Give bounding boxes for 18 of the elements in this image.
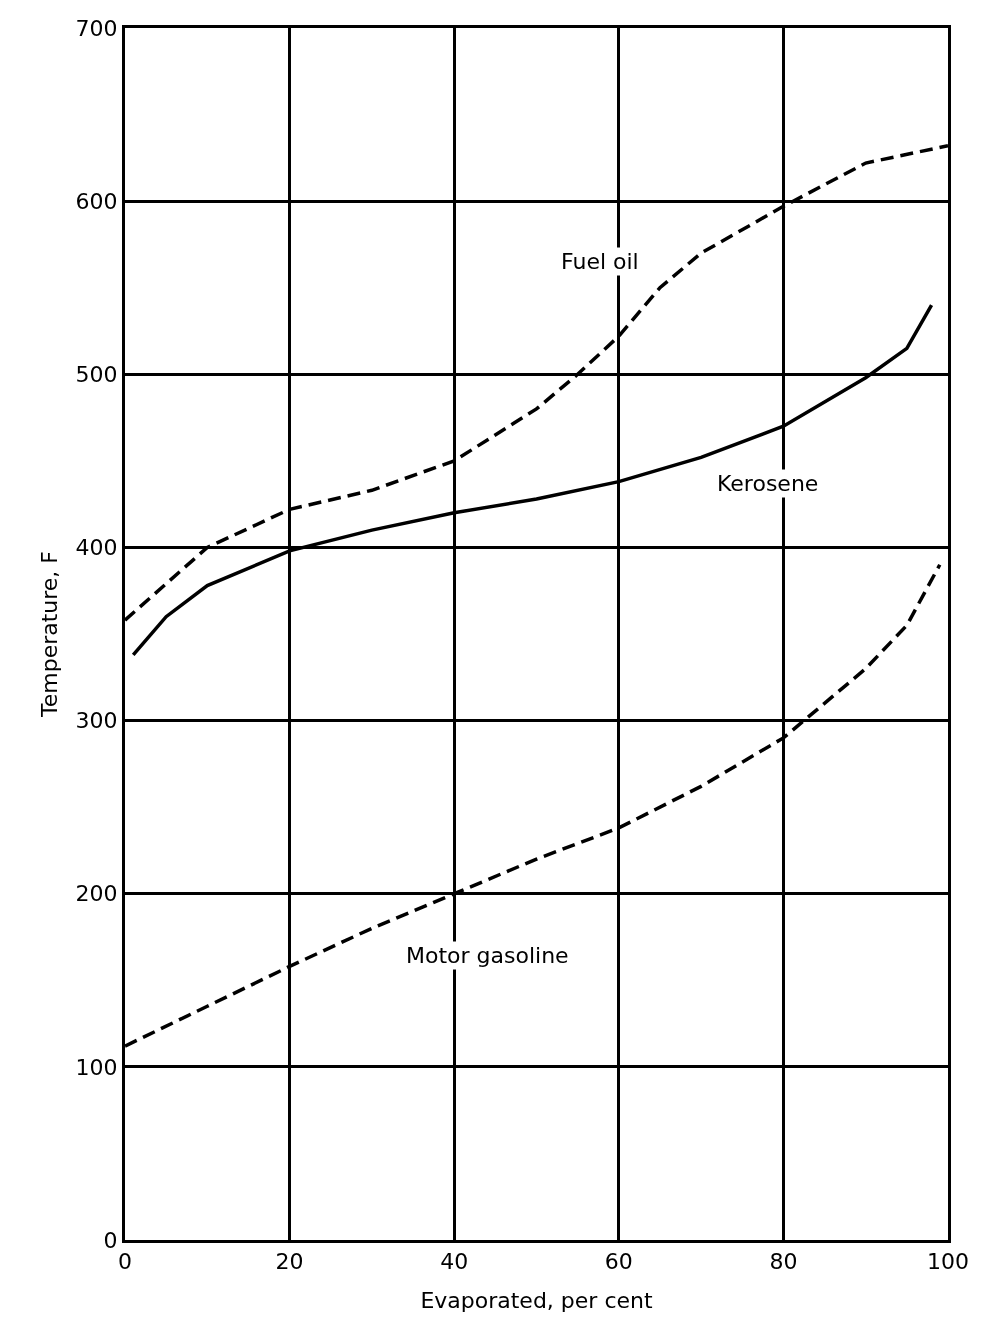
y-tick-label: 600 [75, 188, 118, 214]
y-axis-title: Temperature, F [37, 551, 63, 718]
y-tick-label: 700 [75, 15, 118, 41]
series-label: Kerosene [717, 471, 819, 496]
x-tick-label: 100 [927, 1249, 969, 1275]
series-label: Fuel oil [561, 249, 639, 274]
x-tick-label: 40 [440, 1249, 469, 1275]
y-tick-label: 0 [103, 1227, 118, 1253]
y-tick-label: 400 [75, 535, 118, 561]
x-tick-label: 60 [604, 1249, 633, 1275]
y-tick-label: 300 [75, 708, 118, 734]
series-label: Motor gasoline [406, 943, 569, 968]
x-tick-label: 80 [769, 1249, 798, 1275]
y-tick-label: 500 [75, 361, 118, 387]
x-axis-title: Evaporated, per cent [420, 1288, 653, 1314]
y-tick-label: 100 [75, 1054, 118, 1080]
y-tick-label: 200 [75, 881, 118, 907]
x-tick-label: 20 [275, 1249, 304, 1275]
